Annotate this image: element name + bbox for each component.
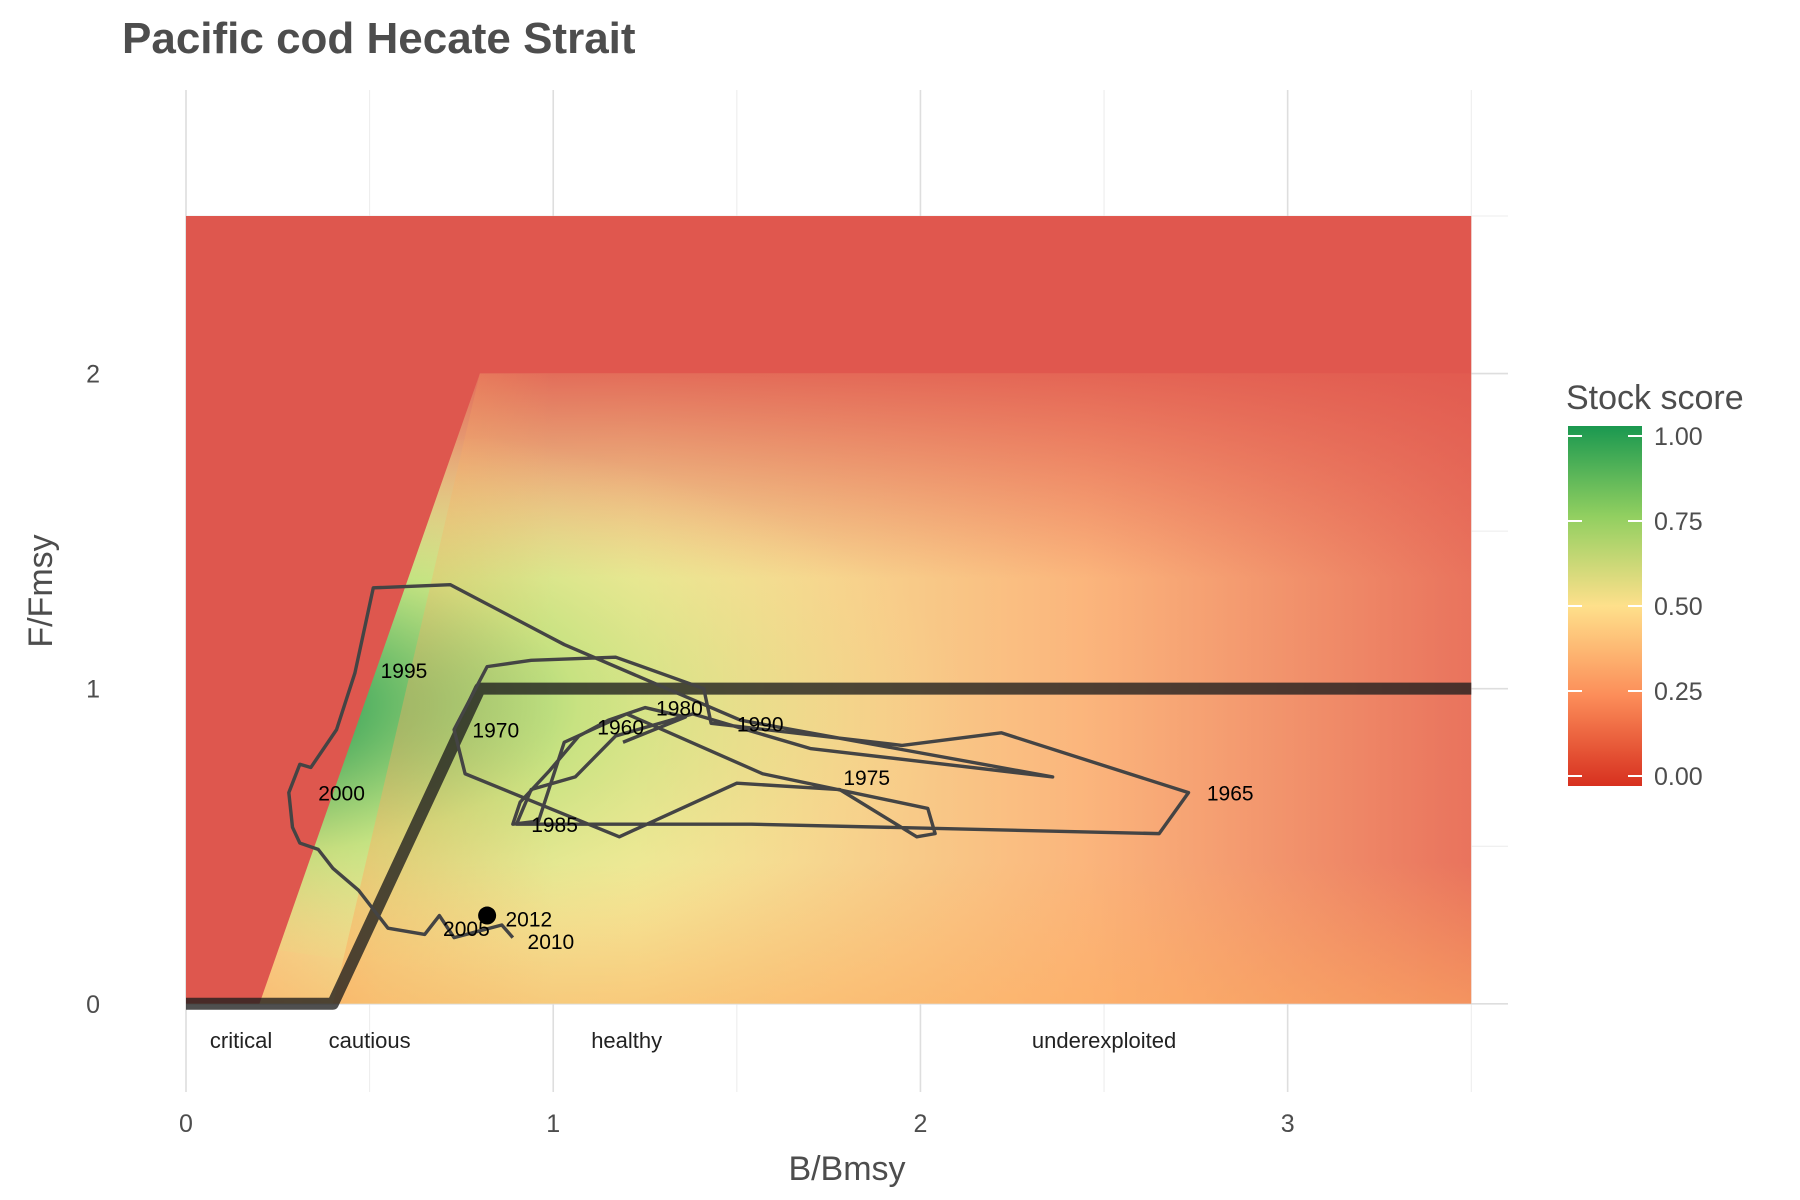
year-label: 1960: [597, 716, 644, 739]
legend-tick-label: 0.50: [1654, 593, 1703, 621]
heatmap-caution-edge: [186, 373, 554, 1004]
legend-tick-label: 0.25: [1654, 678, 1703, 706]
current-year-point: [478, 906, 497, 925]
year-label: 2010: [528, 931, 575, 954]
zone-label: cautious: [329, 1028, 411, 1053]
axis-tick-labels: 0 1 2 3 0 1 2: [86, 361, 1295, 1138]
year-label: 2012: [505, 909, 552, 932]
legend-title: Stock score: [1566, 379, 1744, 417]
year-label: 1995: [381, 660, 428, 683]
legend: Stock score 0.00 0.25 0.50 0.75 1.00: [1566, 379, 1744, 791]
year-label: 2005: [443, 918, 490, 941]
trajectory: [287, 582, 1191, 940]
x-axis-title: B/Bmsy: [788, 1150, 905, 1188]
y-tick-label: 1: [86, 676, 100, 704]
heatmap-critical-zone: [186, 216, 480, 1004]
year-label: 1975: [843, 767, 890, 790]
year-label: 1985: [531, 814, 578, 837]
x-tick-label: 1: [546, 1110, 560, 1138]
year-label: 1990: [737, 713, 784, 736]
year-label: 1965: [1207, 783, 1254, 806]
legend-tick-label: 0.00: [1654, 763, 1703, 791]
y-axis-title: F/Fmsy: [22, 534, 60, 647]
year-label: 1980: [656, 698, 703, 721]
x-tick-label: 2: [913, 1110, 927, 1138]
x-tick-label: 0: [179, 1110, 193, 1138]
year-label: 2000: [318, 783, 365, 806]
legend-tick-label: 1.00: [1654, 423, 1703, 451]
year-label: 1970: [472, 720, 519, 743]
reference-line: [186, 682, 1472, 1010]
zone-label: underexploited: [1032, 1028, 1176, 1053]
legend-ticks: 0.00 0.25 0.50 0.75 1.00: [1568, 423, 1703, 791]
stock-score-heatmap: [186, 216, 1472, 1004]
legend-tick-label: 0.75: [1654, 508, 1703, 536]
zone-label: healthy: [591, 1028, 662, 1053]
chart-title: Pacific cod Hecate Strait: [122, 14, 636, 63]
y-tick-label: 2: [86, 361, 100, 389]
zone-labels: critical cautious healthy underexploited: [210, 1028, 1176, 1053]
y-tick-label: 0: [86, 991, 100, 1019]
x-tick-label: 3: [1281, 1110, 1295, 1138]
trajectory-path: [287, 582, 1191, 940]
zone-label: critical: [210, 1028, 272, 1053]
reference-line-path: [186, 682, 1472, 1010]
year-labels: 1960 1965 1970 1975 1980 1985 1990 1995 2000 2005…: [318, 660, 1253, 954]
